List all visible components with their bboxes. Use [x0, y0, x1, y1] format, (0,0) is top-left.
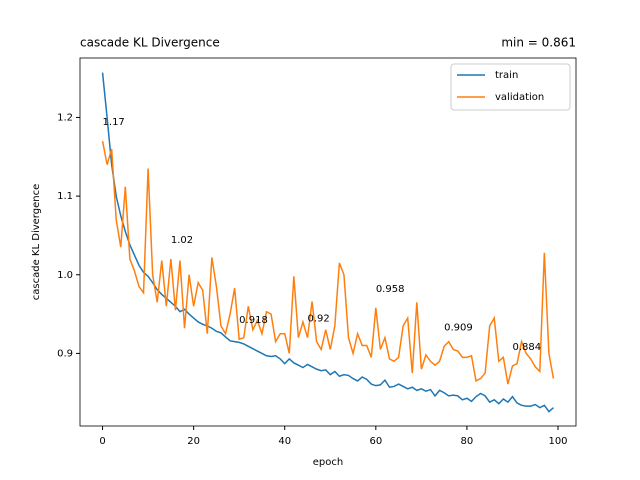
x-tick-label: 80: [461, 436, 474, 447]
data-line: [101, 72, 554, 413]
y-axis-label: cascade KL Divergence: [31, 184, 42, 300]
annotation: 0.909: [444, 322, 473, 333]
x-tick-label: 0: [99, 436, 105, 447]
x-axis-label: epoch: [313, 457, 343, 468]
data-line: [101, 140, 555, 385]
chart-title-right: min = 0.861: [501, 36, 576, 50]
annotation: 0.918: [239, 315, 268, 326]
chart-title: cascade KL Divergence: [80, 36, 220, 50]
annotation: 0.884: [512, 342, 541, 353]
legend-label: train: [495, 70, 518, 81]
legend-label: validation: [495, 92, 544, 103]
y-tick-label: 1.2: [57, 112, 73, 123]
y-tick-label: 1.1: [57, 191, 73, 202]
annotation: 1.17: [103, 117, 125, 128]
x-tick-label: 20: [187, 436, 200, 447]
annotation: 1.02: [171, 235, 193, 246]
y-tick-label: 1.0: [57, 270, 73, 281]
x-tick-label: 40: [278, 436, 291, 447]
plot-frame: [79, 57, 577, 427]
x-tick-label: 100: [548, 436, 567, 447]
x-tick-label: 60: [369, 436, 382, 447]
annotation: 0.92: [308, 314, 330, 325]
annotation: 0.958: [376, 284, 405, 295]
y-tick-label: 0.9: [57, 348, 73, 359]
